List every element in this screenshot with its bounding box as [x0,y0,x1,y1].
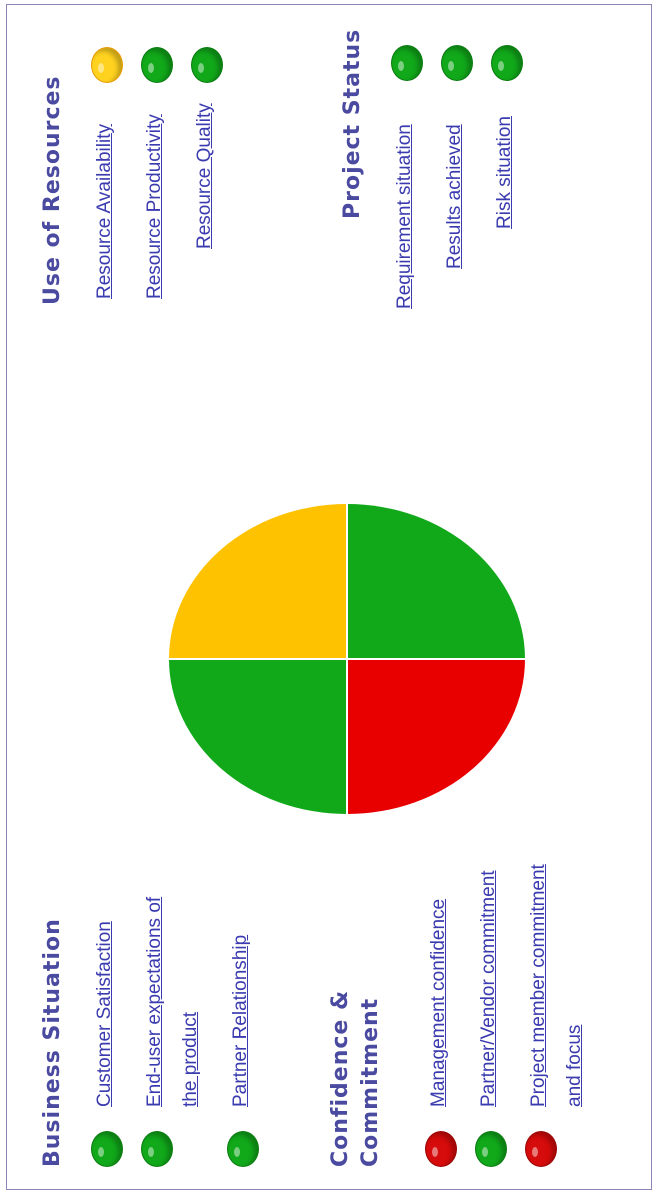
use-of-resources-section: Use of Resources Resource Availability R… [27,9,287,305]
management-confidence-link[interactable]: Management confidence [428,898,449,1107]
status-indicator-green [91,1131,123,1167]
status-indicator-green [227,1131,259,1167]
dashboard-canvas: Business Situation Customer Satisfaction… [7,5,651,1189]
use-of-resources-title: Use of Resources [40,75,65,305]
status-indicator-red [425,1131,457,1167]
dashboard-panel: Business Situation Customer Satisfaction… [6,4,652,1190]
list-item: Resource Quality [191,9,231,299]
project-status-section: Project Status Requirement situation Res… [327,9,587,309]
status-indicator-green [491,45,523,81]
pie-quadrant-business-situation [169,659,347,814]
status-indicator-green [475,1131,507,1167]
status-indicator-green [141,47,173,83]
pie-quadrant-use-of-resources [169,504,347,659]
list-item: Project member commitment and focus [525,747,605,1167]
results-achieved-link[interactable]: Results achieved [444,124,465,269]
status-indicator-yellow [91,47,123,83]
requirement-situation-link[interactable]: Requirement situation [394,124,415,309]
list-item: Resource Availability [91,9,131,299]
status-indicator-green [441,45,473,81]
resource-productivity-link[interactable]: Resource Productivity [144,114,165,299]
customer-satisfaction-link[interactable]: Customer Satisfaction [94,921,115,1107]
status-indicator-green [141,1131,173,1167]
pie-quadrant-confidence-commitment [347,659,525,814]
list-item: Risk situation [491,9,531,309]
risk-situation-link[interactable]: Risk situation [494,116,515,229]
status-indicator-red [525,1131,557,1167]
project-member-commitment-link-line2[interactable]: and focus [564,1024,585,1107]
end-user-expectations-link[interactable]: End-user expectations of [144,896,165,1107]
resource-availability-link[interactable]: Resource Availability [94,124,115,299]
resource-quality-link[interactable]: Resource Quality [194,103,215,249]
list-item: Results achieved [441,9,481,309]
project-status-title: Project Status [340,28,365,219]
list-item: Customer Satisfaction [91,747,131,1167]
status-pie-chart [169,504,525,814]
partner-relationship-link[interactable]: Partner Relationship [230,934,251,1107]
status-indicator-green [191,47,223,83]
status-indicator-green [391,45,423,81]
business-situation-title: Business Situation [40,918,65,1167]
end-user-expectations-link-line2[interactable]: the product [180,1011,201,1107]
confidence-commitment-title-line2: Commitment [358,997,383,1167]
project-member-commitment-link[interactable]: Project member commitment [528,864,549,1107]
list-item: Resource Productivity [141,9,181,299]
partner-vendor-commitment-link[interactable]: Partner/Vendor commitment [478,870,499,1107]
confidence-commitment-title: Confidence & [328,989,353,1167]
pie-quadrant-project-status [347,504,525,659]
list-item: Requirement situation [391,9,431,309]
